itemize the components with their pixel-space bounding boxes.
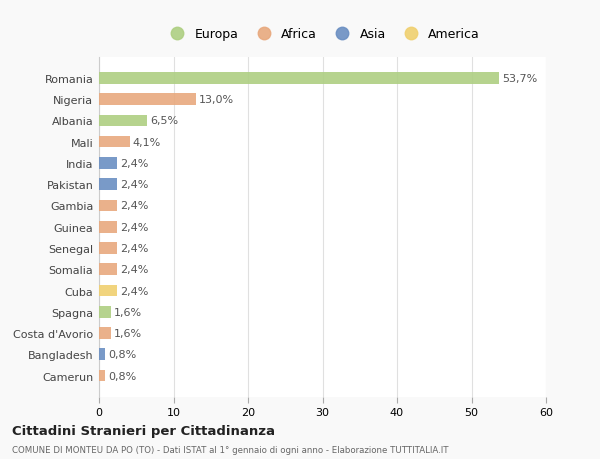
Bar — [99, 370, 105, 381]
Bar — [99, 73, 499, 84]
Legend: Europa, Africa, Asia, America: Europa, Africa, Asia, America — [160, 23, 485, 46]
Bar — [99, 264, 117, 275]
Text: 2,4%: 2,4% — [120, 222, 148, 232]
Text: 4,1%: 4,1% — [133, 137, 161, 147]
Text: 6,5%: 6,5% — [151, 116, 179, 126]
Bar — [99, 221, 117, 233]
Text: 1,6%: 1,6% — [114, 307, 142, 317]
Text: 2,4%: 2,4% — [120, 158, 148, 168]
Bar — [99, 243, 117, 254]
Text: 0,8%: 0,8% — [108, 350, 136, 359]
Text: 2,4%: 2,4% — [120, 265, 148, 274]
Bar — [99, 306, 111, 318]
Bar — [99, 327, 111, 339]
Text: COMUNE DI MONTEU DA PO (TO) - Dati ISTAT al 1° gennaio di ogni anno - Elaborazio: COMUNE DI MONTEU DA PO (TO) - Dati ISTAT… — [12, 445, 449, 454]
Bar — [99, 115, 148, 127]
Text: 2,4%: 2,4% — [120, 286, 148, 296]
Text: 2,4%: 2,4% — [120, 201, 148, 211]
Text: 1,6%: 1,6% — [114, 328, 142, 338]
Text: 2,4%: 2,4% — [120, 243, 148, 253]
Bar — [99, 349, 105, 360]
Bar — [99, 200, 117, 212]
Text: 2,4%: 2,4% — [120, 180, 148, 190]
Bar — [99, 285, 117, 297]
Text: Cittadini Stranieri per Cittadinanza: Cittadini Stranieri per Cittadinanza — [12, 424, 275, 437]
Text: 0,8%: 0,8% — [108, 371, 136, 381]
Text: 53,7%: 53,7% — [502, 73, 537, 84]
Bar — [99, 158, 117, 169]
Text: 13,0%: 13,0% — [199, 95, 234, 105]
Bar — [99, 136, 130, 148]
Bar — [99, 94, 196, 106]
Bar — [99, 179, 117, 190]
